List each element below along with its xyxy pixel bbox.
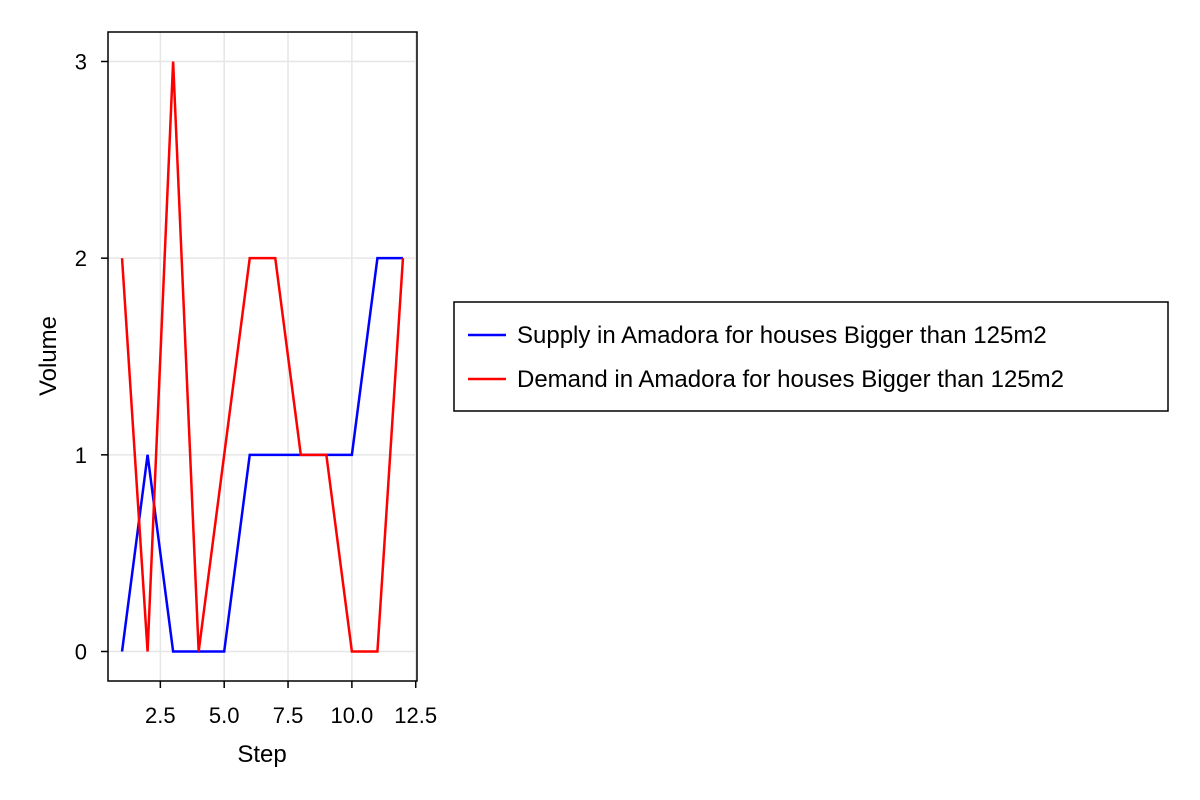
x-axis-title: Step (237, 741, 286, 768)
plot-area-frame (107, 31, 418, 682)
series-line-0 (120, 256, 403, 653)
x-tick-label: 5.0 (209, 703, 240, 728)
legend-label-supply: Supply in Amadora for houses Bigger than… (517, 322, 1047, 349)
x-tick-label: 12.5 (394, 703, 437, 728)
legend: Supply in Amadora for houses Bigger than… (453, 301, 1169, 412)
y-tick-label: 0 (75, 640, 87, 665)
y-axis-title: Volume (35, 316, 62, 396)
grid-lines (108, 32, 417, 681)
x-tick-label: 7.5 (273, 703, 304, 728)
series-lines (120, 61, 405, 653)
y-tick-label: 1 (75, 443, 87, 468)
y-tick-label: 3 (75, 50, 87, 75)
legend-label-demand: Demand in Amadora for houses Bigger than… (517, 366, 1064, 393)
x-tick-label: 2.5 (145, 703, 176, 728)
x-axis-ticks: 2.5 5.0 7.5 10.0 12.5 (145, 681, 437, 728)
y-axis-ticks: 0 1 2 3 (75, 50, 108, 665)
x-tick-label: 10.0 (330, 703, 373, 728)
series-line-1 (120, 61, 405, 653)
legend-frame (453, 301, 1169, 412)
y-tick-label: 2 (75, 246, 87, 271)
